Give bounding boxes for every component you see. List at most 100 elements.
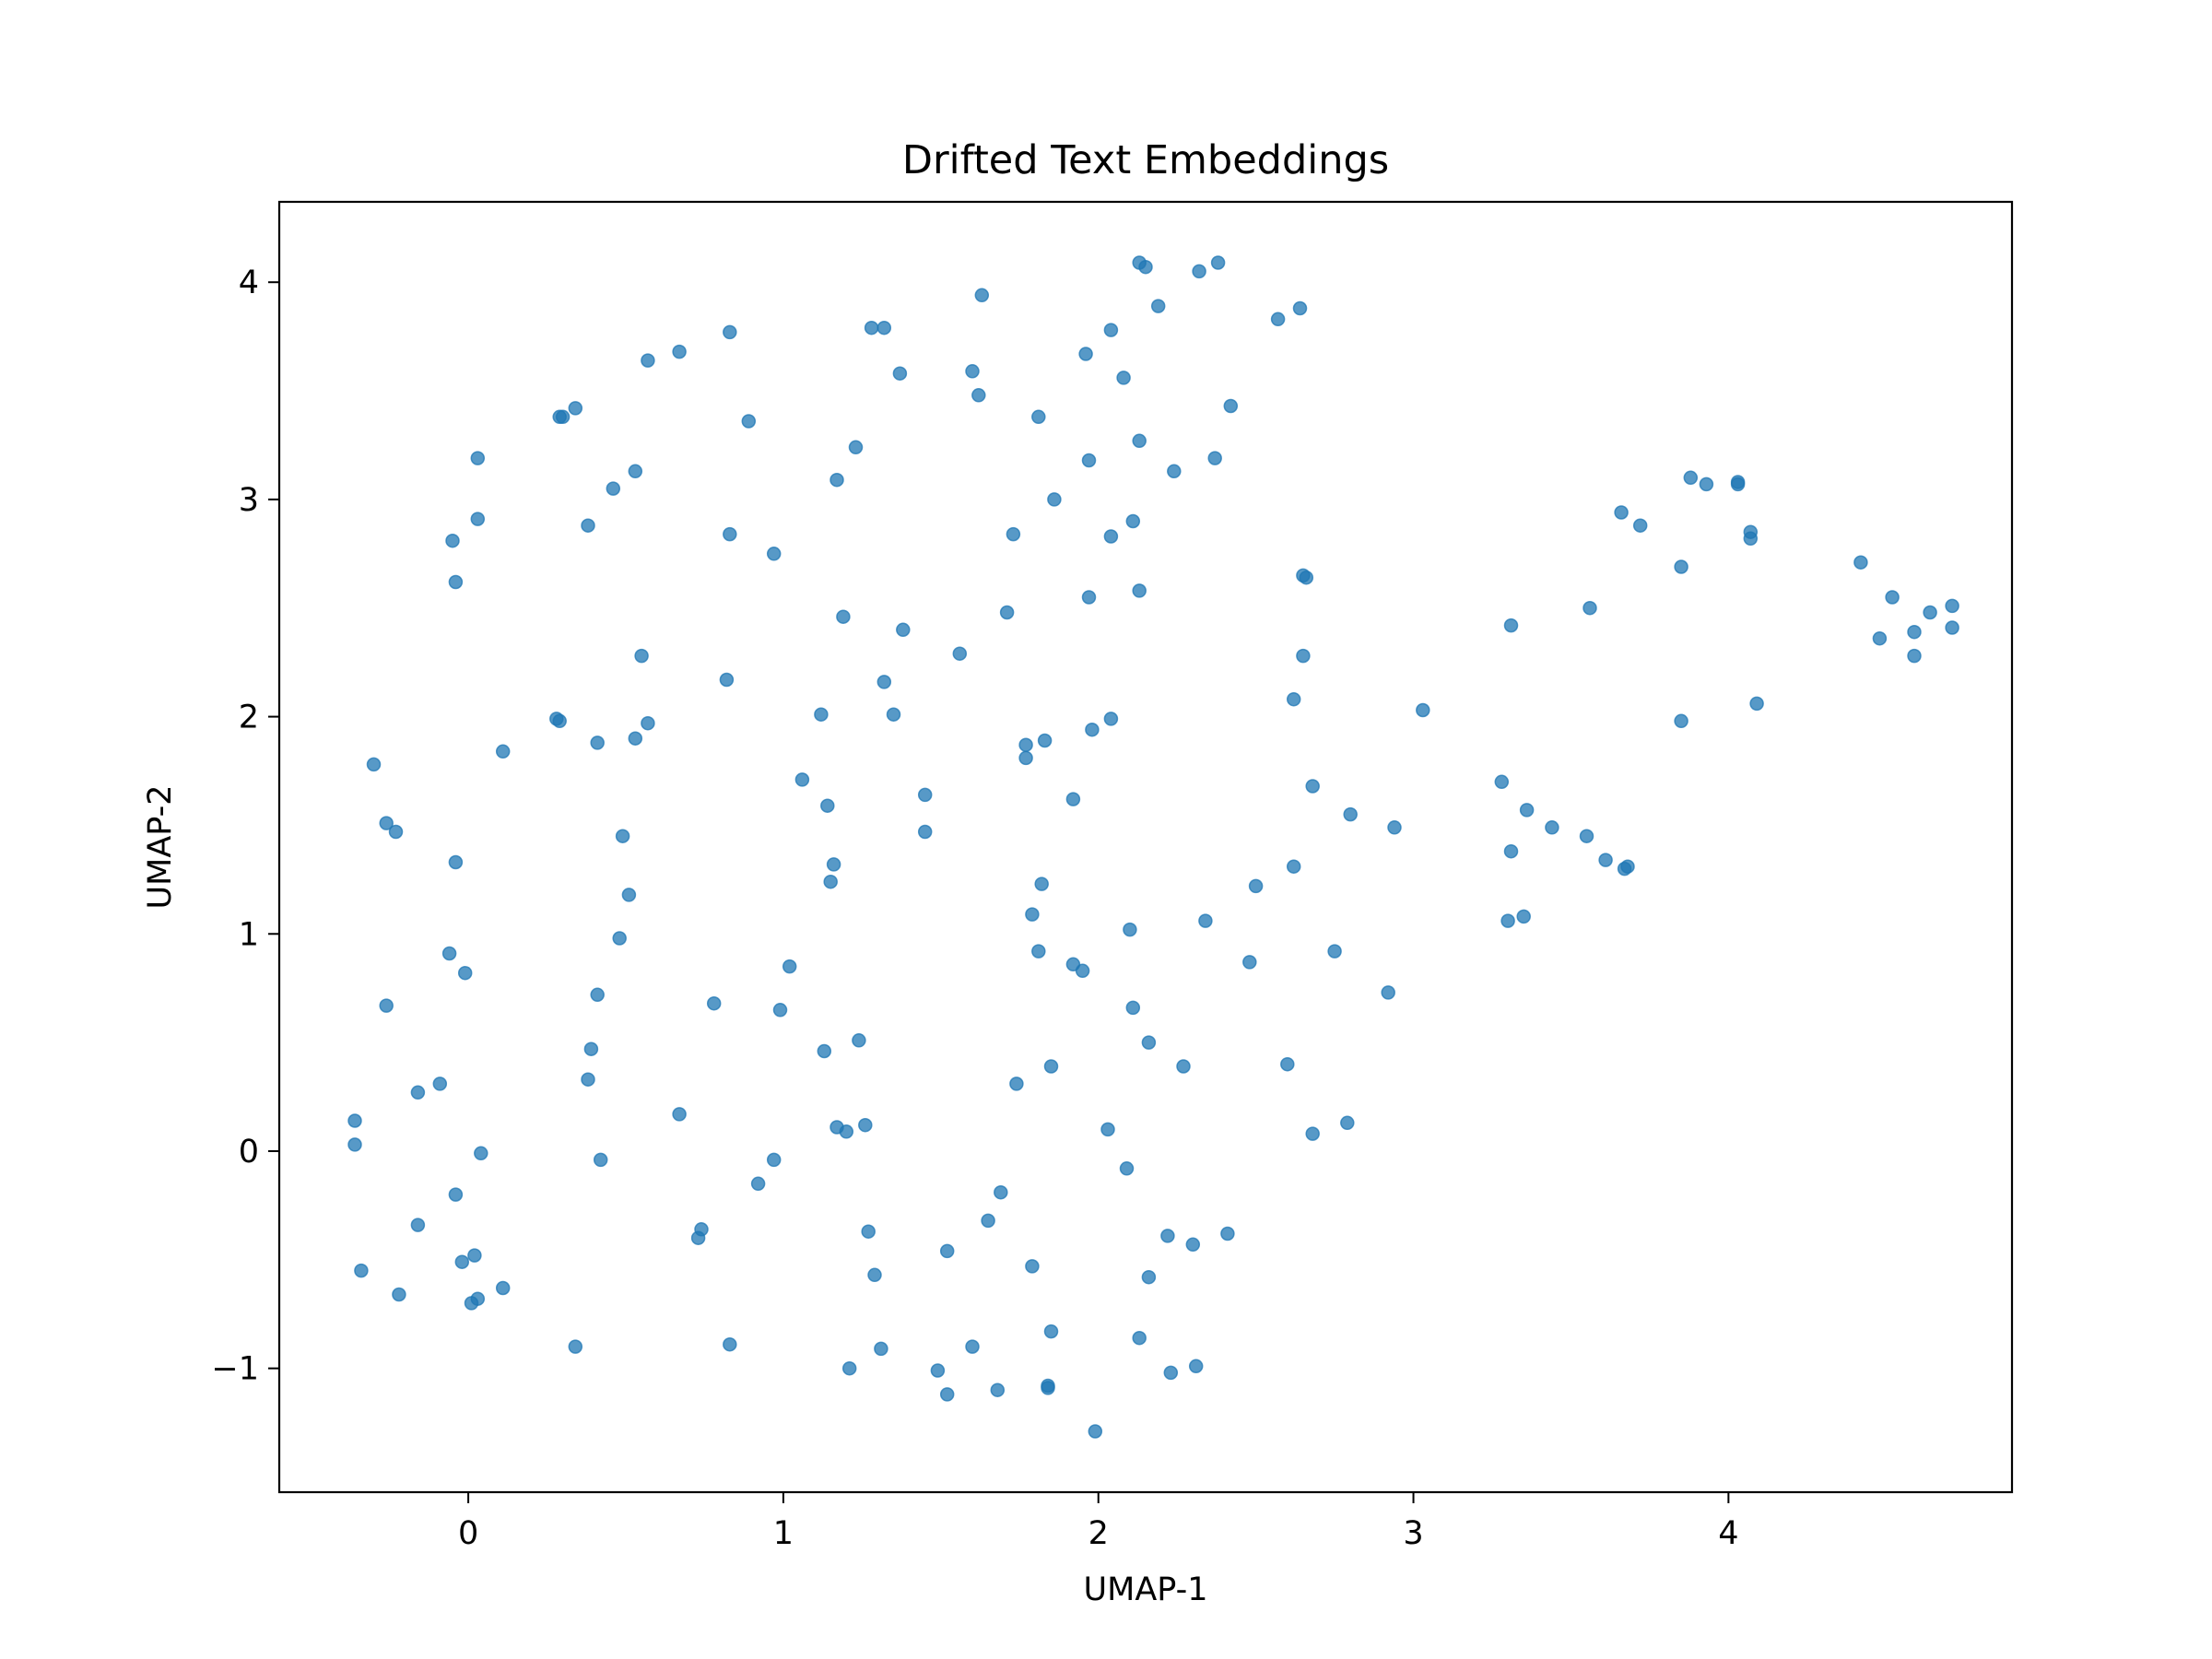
data-point: [823, 874, 838, 889]
data-point: [1043, 1059, 1059, 1074]
data-point: [410, 1218, 426, 1232]
data-point: [772, 1003, 788, 1018]
y-tick-label: 3: [239, 482, 259, 519]
data-point: [1041, 1378, 1055, 1394]
data-point: [612, 931, 627, 946]
data-point: [826, 857, 841, 872]
data-point: [939, 1387, 955, 1402]
data-point: [1043, 1324, 1059, 1339]
data-point: [457, 965, 473, 981]
data-point: [1085, 722, 1100, 737]
data-point: [641, 715, 655, 731]
data-point: [552, 713, 567, 729]
data-point: [1132, 583, 1147, 598]
data-point: [432, 1077, 448, 1091]
data-point: [877, 675, 892, 689]
data-point: [1025, 1259, 1040, 1274]
data-point: [1674, 713, 1688, 729]
data-point: [723, 526, 737, 542]
data-point: [1160, 1229, 1175, 1243]
data-point: [628, 464, 643, 479]
data-point: [1248, 878, 1264, 894]
data-point: [1150, 299, 1166, 313]
data-point: [1885, 590, 1900, 605]
data-point: [1299, 570, 1314, 585]
data-point: [1583, 600, 1597, 616]
data-point: [366, 757, 382, 772]
data-point: [965, 364, 980, 379]
data-point: [1923, 605, 1937, 620]
data-point: [1632, 518, 1648, 533]
data-point: [1116, 371, 1131, 385]
data-point: [814, 707, 829, 722]
data-point: [1381, 985, 1395, 1000]
data-point: [1037, 733, 1053, 748]
data-point: [454, 1254, 470, 1269]
data-point: [1503, 843, 1519, 859]
data-point: [445, 533, 460, 548]
data-point: [1210, 255, 1226, 270]
data-point: [981, 1213, 995, 1229]
data-point: [971, 388, 986, 403]
data-point: [1305, 779, 1320, 794]
data-point: [990, 1382, 1006, 1397]
data-point: [1141, 1269, 1157, 1285]
data-point: [392, 1287, 406, 1302]
data-point: [965, 1339, 980, 1354]
data-point: [1494, 774, 1510, 790]
x-tick-label: 0: [458, 1515, 478, 1552]
data-point: [1340, 1115, 1355, 1131]
data-point: [1907, 624, 1922, 640]
data-point: [464, 1296, 479, 1311]
data-point: [1614, 505, 1629, 520]
data-point: [1132, 433, 1147, 449]
data-point: [1103, 529, 1119, 544]
data-point: [568, 401, 583, 416]
data-point: [858, 1117, 873, 1133]
points-layer: [347, 255, 1959, 1439]
data-point: [1416, 702, 1430, 718]
data-point: [1018, 750, 1033, 766]
y-tick-label: 2: [239, 700, 259, 736]
data-point: [1081, 453, 1097, 468]
data-point: [448, 854, 464, 870]
data-point: [1123, 922, 1137, 937]
data-point: [1198, 913, 1213, 928]
data-point: [1078, 347, 1093, 361]
y-tick-label: 4: [239, 265, 259, 301]
data-point: [1945, 598, 1959, 614]
data-point: [354, 1263, 369, 1278]
data-point: [892, 366, 908, 381]
data-point: [1280, 1056, 1295, 1072]
data-point: [1207, 451, 1222, 465]
data-point: [1503, 618, 1519, 633]
data-point: [1853, 555, 1868, 570]
data-point: [593, 1152, 608, 1168]
data-point: [974, 288, 990, 303]
data-point: [782, 959, 797, 974]
data-point: [388, 824, 404, 840]
data-point: [1220, 1226, 1235, 1241]
data-point: [1545, 820, 1559, 835]
data-point: [1031, 409, 1046, 425]
data-point: [1018, 737, 1033, 752]
y-tick-label: −1: [211, 1351, 259, 1388]
data-point: [706, 995, 722, 1011]
data-point: [836, 609, 851, 624]
data-point: [750, 1176, 766, 1192]
data-point: [1185, 1237, 1201, 1253]
y-tick-label: 0: [239, 1134, 259, 1171]
data-point: [930, 1363, 946, 1378]
x-tick-label: 2: [1088, 1515, 1109, 1552]
data-point: [448, 1187, 464, 1202]
data-point: [1192, 264, 1206, 279]
data-point: [1141, 1035, 1157, 1050]
data-point: [1749, 696, 1764, 712]
data-point: [1699, 477, 1714, 492]
data-point: [952, 646, 968, 661]
data-point: [1103, 712, 1119, 726]
data-point: [581, 1072, 595, 1087]
data-point: [379, 998, 394, 1013]
